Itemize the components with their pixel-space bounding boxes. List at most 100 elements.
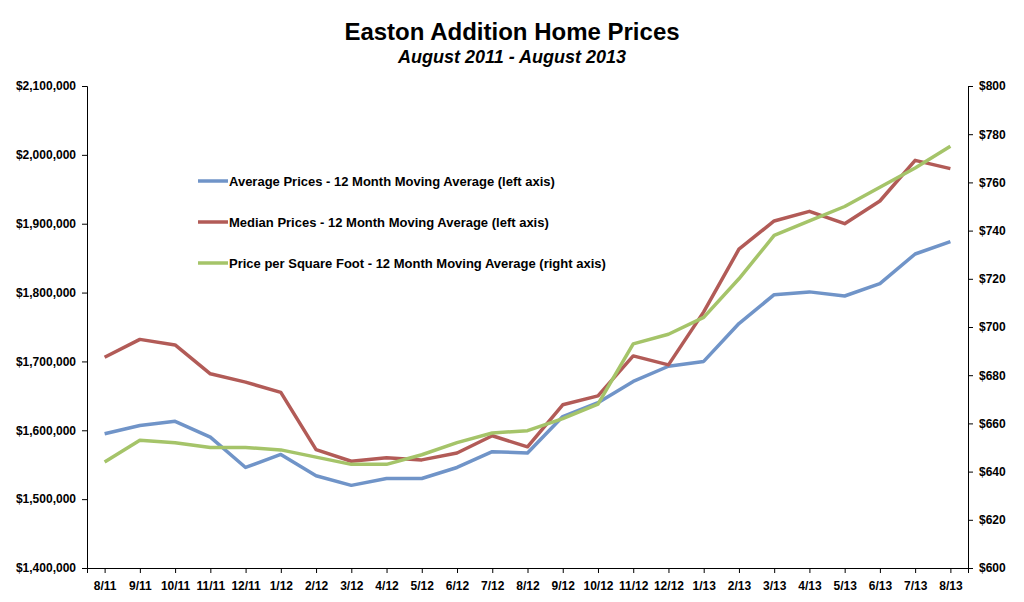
tick-label: 10/11 bbox=[161, 579, 191, 593]
series-line bbox=[105, 146, 951, 464]
tick: 5/12 bbox=[411, 568, 435, 593]
tick: 11/12 bbox=[619, 568, 649, 593]
tick-label: $1,700,000 bbox=[16, 355, 76, 369]
tick-label: $620 bbox=[979, 513, 1006, 527]
legend-swatch bbox=[198, 261, 228, 265]
tick-label: 4/12 bbox=[375, 579, 399, 593]
tick-mark bbox=[968, 472, 973, 473]
tick-label: 3/13 bbox=[763, 579, 787, 593]
tick-mark bbox=[968, 182, 973, 183]
tick: $660 bbox=[968, 417, 1006, 431]
tick-label: 11/12 bbox=[619, 579, 649, 593]
tick-mark bbox=[968, 231, 973, 232]
y-axis: $1,400,000$1,500,000$1,600,000$1,700,000… bbox=[16, 79, 88, 575]
tick: $800 bbox=[968, 79, 1006, 93]
tick-label: 11/11 bbox=[196, 579, 225, 593]
tick: 12/11 bbox=[231, 568, 261, 593]
tick-label: 5/12 bbox=[411, 579, 435, 593]
legend: Average Prices - 12 Month Moving Average… bbox=[198, 174, 606, 271]
tick: 8/11 bbox=[94, 568, 117, 593]
tick-mark bbox=[82, 224, 87, 225]
tick: $600 bbox=[968, 561, 1006, 575]
tick: 3/12 bbox=[340, 568, 364, 593]
tick: $720 bbox=[968, 272, 1006, 286]
tick: $1,700,000 bbox=[16, 355, 87, 369]
tick-mark bbox=[598, 568, 599, 573]
tick-label: $740 bbox=[979, 224, 1006, 238]
tick-mark bbox=[422, 568, 423, 573]
tick-mark bbox=[704, 568, 705, 573]
axis-line bbox=[969, 87, 974, 569]
tick: 8/13 bbox=[939, 568, 963, 593]
tick-label: 6/13 bbox=[869, 579, 893, 593]
tick: 12/12 bbox=[654, 568, 684, 593]
tick: 8/12 bbox=[516, 568, 540, 593]
tick-mark bbox=[82, 361, 87, 362]
tick-mark bbox=[968, 279, 973, 280]
tick-label: 9/12 bbox=[552, 579, 576, 593]
tick-mark bbox=[82, 499, 87, 500]
tick-mark bbox=[968, 327, 973, 328]
tick-label: 1/13 bbox=[693, 579, 717, 593]
subtitle: August 2011 - August 2013 bbox=[397, 47, 626, 67]
tick-mark bbox=[528, 568, 529, 573]
tick-mark bbox=[175, 568, 176, 573]
tick: 4/12 bbox=[375, 568, 399, 593]
tick-label: 6/12 bbox=[446, 579, 470, 593]
legend-swatch bbox=[198, 220, 228, 224]
tick-label: $1,900,000 bbox=[16, 217, 76, 231]
tick-label: $640 bbox=[979, 465, 1006, 479]
tick-label: 8/13 bbox=[939, 579, 963, 593]
tick-mark bbox=[105, 568, 106, 573]
tick-label: $660 bbox=[979, 417, 1006, 431]
tick: 2/13 bbox=[728, 568, 752, 593]
tick-label: 12/11 bbox=[231, 579, 261, 593]
tick-label: 1/12 bbox=[270, 579, 294, 593]
tick-label: $760 bbox=[979, 176, 1006, 190]
tick-mark bbox=[968, 423, 973, 424]
tick: $680 bbox=[968, 369, 1006, 383]
tick-mark bbox=[774, 568, 775, 573]
tick-label: 8/11 bbox=[94, 579, 117, 593]
tick-mark bbox=[492, 568, 493, 573]
tick-label: $680 bbox=[979, 369, 1006, 383]
tick: 11/11 bbox=[196, 568, 225, 593]
tick-mark bbox=[950, 568, 951, 573]
tick-label: $720 bbox=[979, 272, 1006, 286]
tick: $1,800,000 bbox=[16, 286, 87, 300]
tick: 2/12 bbox=[305, 568, 329, 593]
tick-label: $2,000,000 bbox=[16, 148, 76, 162]
tick-mark bbox=[82, 430, 87, 431]
tick: $2,000,000 bbox=[16, 148, 87, 162]
y2-axis: $600$620$640$660$680$700$720$740$760$780… bbox=[968, 79, 1006, 575]
tick-label: $1,600,000 bbox=[16, 424, 76, 438]
tick-mark bbox=[809, 568, 810, 573]
tick: 5/13 bbox=[833, 568, 857, 593]
tick: 1/12 bbox=[270, 568, 294, 593]
tick: $780 bbox=[968, 128, 1006, 142]
tick-mark bbox=[281, 568, 282, 573]
tick: 7/12 bbox=[481, 568, 505, 593]
tick: 10/12 bbox=[583, 568, 613, 593]
tick-mark bbox=[563, 568, 564, 573]
x-axis: 8/11 9/11 10/11 11/11 12/11 1/12 2/12 3/12 4/12 5… bbox=[88, 568, 969, 593]
tick-label: 7/12 bbox=[481, 579, 505, 593]
tick-label: $1,800,000 bbox=[16, 286, 76, 300]
tick: $1,400,000 bbox=[16, 561, 87, 575]
tick: 9/11 bbox=[129, 568, 152, 593]
tick-mark bbox=[246, 568, 247, 573]
tick-mark bbox=[968, 520, 973, 521]
tick-label: 9/11 bbox=[129, 579, 152, 593]
tick-mark bbox=[387, 568, 388, 573]
series-line bbox=[105, 160, 951, 461]
tick: 3/13 bbox=[763, 568, 787, 593]
tick: 6/12 bbox=[446, 568, 470, 593]
tick: 4/13 bbox=[798, 568, 822, 593]
tick-label: 12/12 bbox=[654, 579, 684, 593]
tick-mark bbox=[82, 86, 87, 87]
tick: $740 bbox=[968, 224, 1006, 238]
tick-mark bbox=[880, 568, 881, 573]
plot-area bbox=[105, 146, 951, 485]
tick: $2,100,000 bbox=[16, 79, 87, 93]
tick-label: $800 bbox=[979, 79, 1006, 93]
